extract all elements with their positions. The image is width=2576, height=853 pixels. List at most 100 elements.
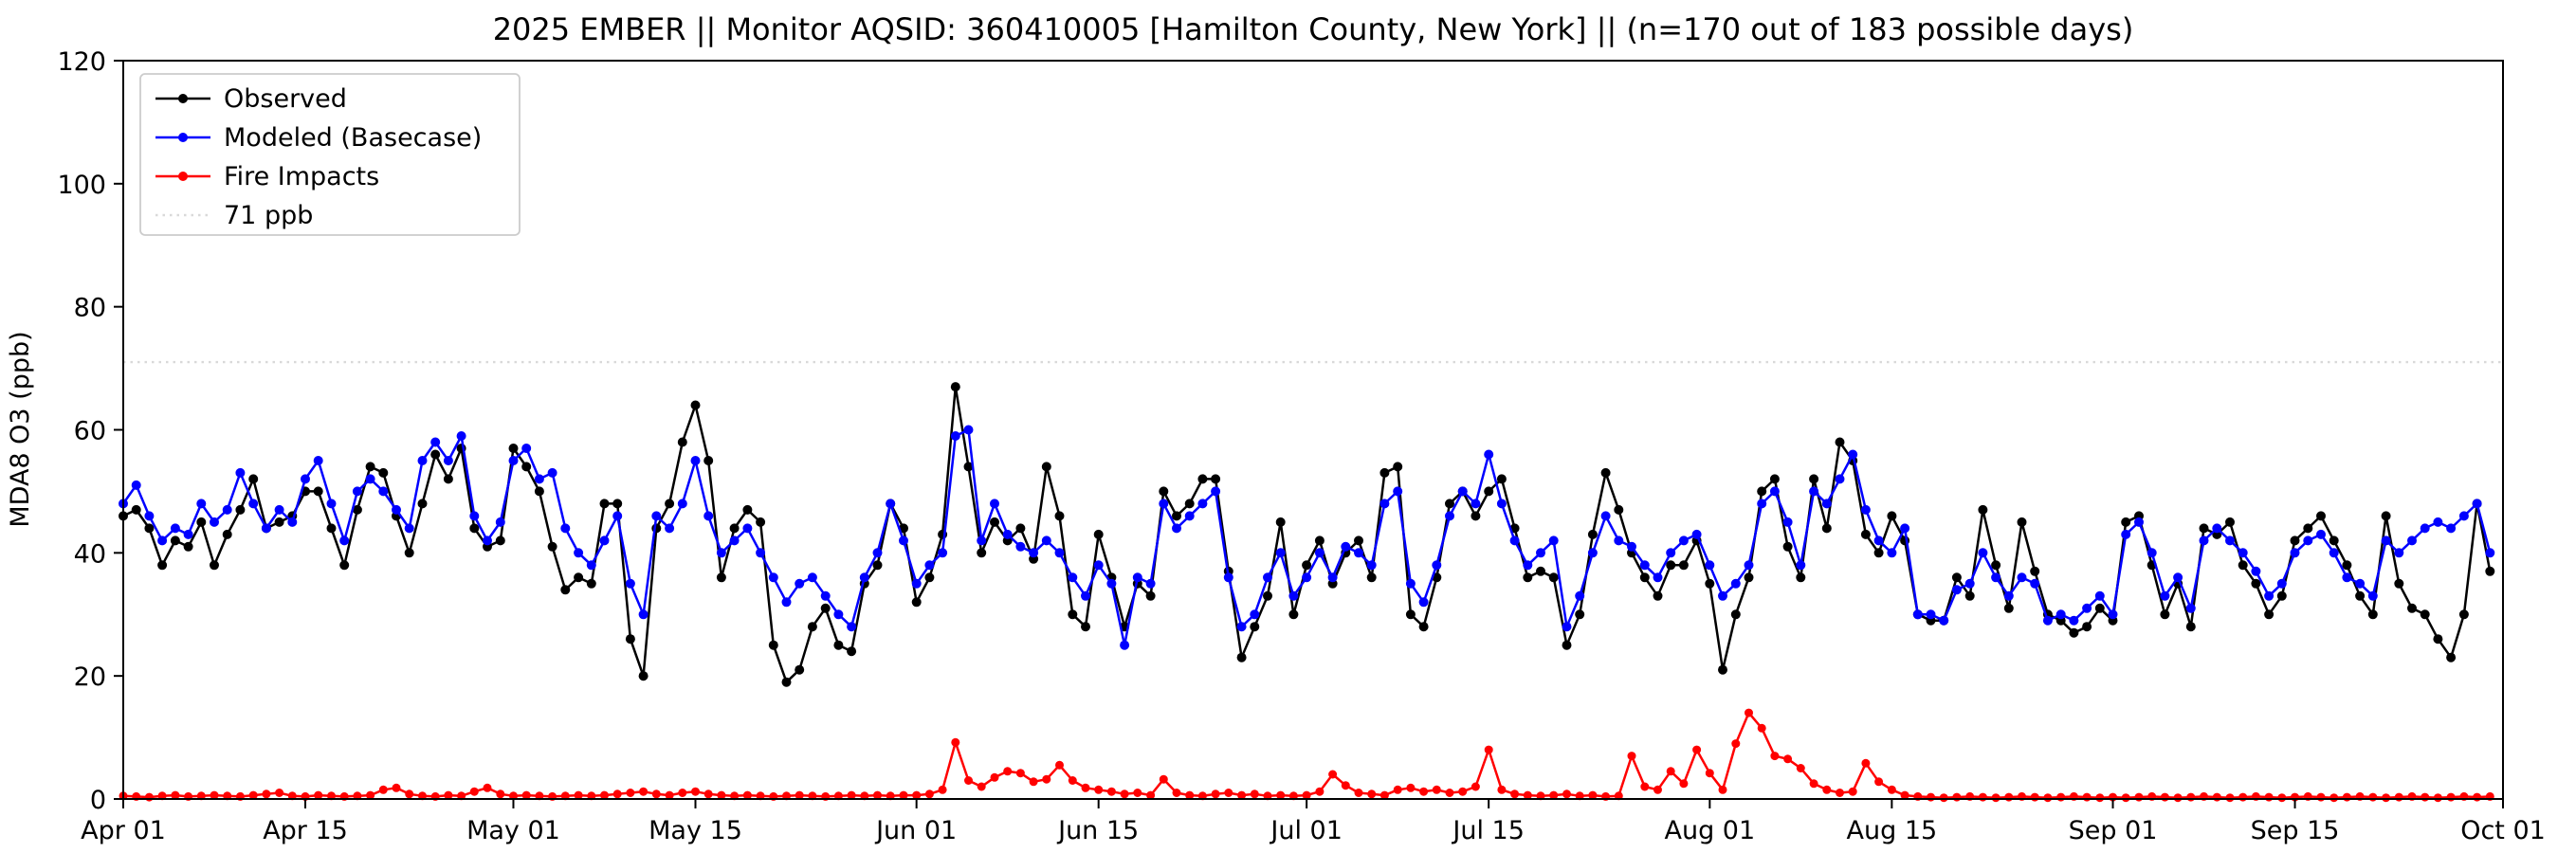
- data-point: [1666, 767, 1675, 776]
- x-tick-label: May 15: [649, 816, 742, 845]
- data-point: [1809, 486, 1819, 497]
- data-point: [2042, 615, 2053, 626]
- data-point: [2030, 792, 2039, 802]
- data-point: [899, 790, 908, 800]
- data-point: [1471, 499, 1481, 509]
- data-point: [2134, 517, 2144, 527]
- data-point: [235, 467, 246, 478]
- data-point: [2251, 566, 2261, 576]
- data-point: [1224, 789, 1233, 797]
- data-point: [2407, 603, 2417, 613]
- data-point: [2355, 590, 2366, 601]
- data-point: [2238, 560, 2248, 571]
- data-point: [1757, 499, 1767, 509]
- data-point: [729, 523, 740, 534]
- series-line: [122, 711, 2491, 799]
- data-point: [1172, 523, 1181, 534]
- data-point: [781, 597, 792, 608]
- series-line: [121, 428, 2492, 646]
- data-point: [1653, 572, 1663, 583]
- data-point: [2381, 511, 2391, 521]
- data-point: [366, 790, 375, 800]
- data-point: [1666, 560, 1676, 571]
- legend-entry-label: Fire Impacts: [224, 162, 379, 191]
- data-point: [2186, 792, 2196, 802]
- data-point: [170, 523, 180, 534]
- data-point: [626, 789, 635, 797]
- data-point: [210, 790, 219, 800]
- data-point: [924, 572, 935, 583]
- data-point: [1328, 770, 1338, 779]
- data-point: [547, 467, 557, 478]
- data-point: [1730, 609, 1741, 620]
- data-point: [600, 790, 609, 800]
- data-point: [1458, 787, 1468, 796]
- data-point: [651, 511, 662, 521]
- data-point: [2121, 517, 2131, 527]
- data-point: [1770, 752, 1780, 761]
- data-point: [1366, 560, 1377, 571]
- data-point: [1951, 572, 1962, 583]
- y-tick-label: 40: [74, 539, 106, 569]
- data-point: [1692, 745, 1702, 754]
- data-point: [639, 787, 649, 796]
- x-tick-label: Sep 01: [2069, 816, 2158, 845]
- data-point: [1509, 535, 1520, 546]
- data-point: [1549, 790, 1559, 800]
- data-point: [1964, 578, 1975, 589]
- data-point: [1068, 776, 1077, 785]
- data-point: [1054, 548, 1065, 558]
- y-tick-label: 60: [74, 417, 106, 446]
- data-point: [2095, 793, 2105, 803]
- data-point: [690, 400, 701, 410]
- data-point: [847, 790, 856, 800]
- data-point: [1197, 474, 1208, 484]
- data-point: [2381, 535, 2391, 546]
- data-point: [1445, 499, 1454, 509]
- x-tick-label: Aug 01: [1664, 816, 1755, 845]
- data-point: [1809, 474, 1819, 484]
- data-point: [443, 456, 453, 465]
- data-point: [430, 437, 441, 447]
- data-point: [144, 792, 154, 802]
- plot-area: 0 20 40 60 80 100 120 Apr 01 Apr 15 May 01 May 15 J…: [57, 47, 2545, 845]
- data-point: [443, 474, 453, 484]
- data-point: [1848, 787, 1857, 796]
- data-point: [1081, 590, 1090, 601]
- data-point: [2121, 793, 2130, 803]
- data-point: [873, 790, 882, 800]
- data-point: [1314, 535, 1325, 546]
- data-point: [2473, 792, 2482, 802]
- data-point: [1159, 499, 1169, 509]
- data-point: [1106, 578, 1117, 589]
- data-point: [2251, 578, 2261, 589]
- data-point: [833, 640, 844, 650]
- data-point: [1796, 572, 1806, 583]
- data-point: [1523, 572, 1533, 583]
- data-point: [1991, 560, 2001, 571]
- data-point: [886, 499, 896, 509]
- data-point: [2212, 523, 2222, 534]
- data-point: [1887, 548, 1897, 558]
- data-point: [1275, 548, 1286, 558]
- data-point: [1718, 785, 1727, 794]
- data-point: [1145, 578, 1156, 589]
- data-point: [1236, 652, 1247, 662]
- data-point: [314, 790, 323, 800]
- data-point: [2420, 609, 2430, 620]
- data-point: [1873, 548, 1884, 558]
- data-point: [2082, 622, 2092, 632]
- data-point: [248, 790, 258, 800]
- data-point: [1015, 541, 1026, 552]
- data-point: [469, 523, 480, 534]
- x-tick-label: Apr 15: [263, 816, 348, 845]
- data-point: [2030, 578, 2040, 589]
- data-point: [963, 462, 974, 472]
- data-point: [1145, 590, 1156, 601]
- data-point: [612, 789, 622, 799]
- data-point: [1978, 504, 1988, 515]
- data-point: [574, 548, 584, 558]
- data-point: [612, 499, 623, 509]
- data-point: [1860, 504, 1871, 515]
- data-point: [847, 622, 857, 632]
